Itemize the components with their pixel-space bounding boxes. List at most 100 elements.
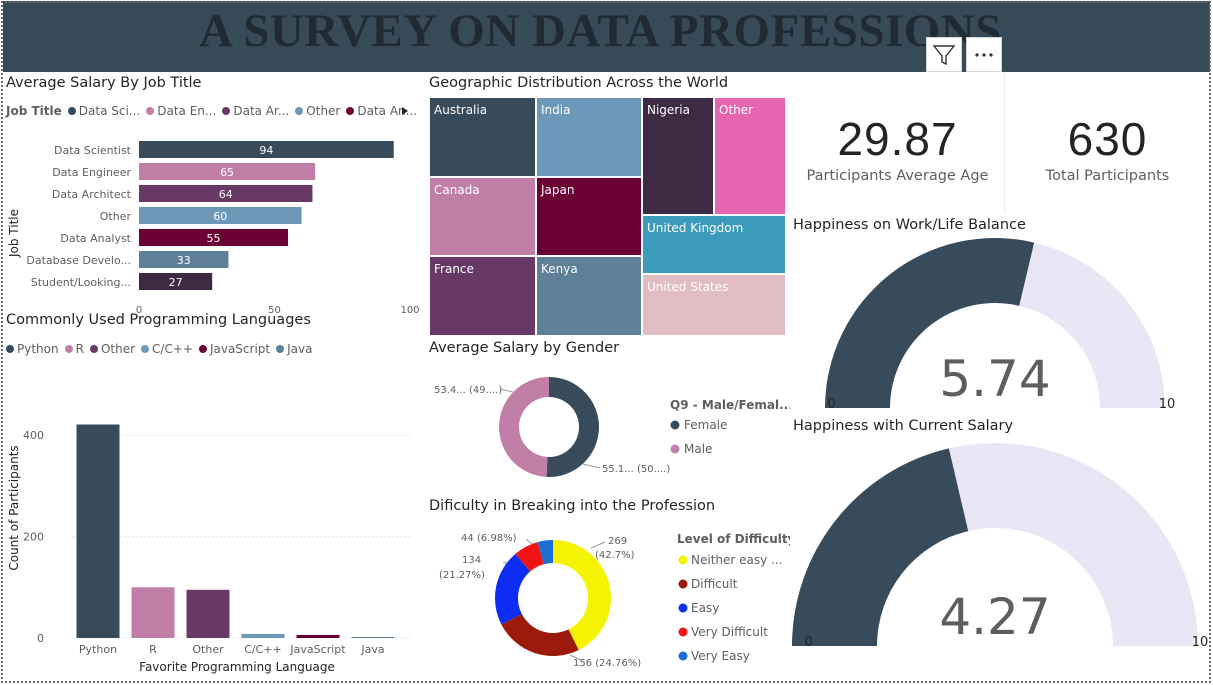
bar[interactable]: [131, 587, 175, 638]
category-label: Data Scientist: [54, 144, 132, 157]
languages-legend: Python R Other C/C++ JavaScript Java: [6, 342, 318, 356]
treemap-tile[interactable]: [641, 273, 786, 336]
bar[interactable]: [139, 229, 289, 246]
gauge-fill[interactable]: [792, 448, 969, 646]
donut-slice[interactable]: [546, 377, 599, 477]
bar[interactable]: [76, 424, 120, 638]
worklife-gauge-title: Happiness on Work/Life Balance: [793, 217, 1026, 233]
treemap-tile-label: Nigeria: [647, 103, 690, 117]
data-label: 55: [207, 232, 221, 245]
report-title: A SURVEY ON DATA PROFESSIONS: [199, 5, 1002, 57]
tick-label: 0: [37, 632, 44, 645]
neither-value-label: 269: [608, 536, 627, 547]
treemap-tile[interactable]: [429, 97, 537, 178]
gauge-value-label: 5.74: [939, 350, 1050, 408]
leader-line: [499, 388, 514, 393]
gender-legend-male[interactable]: Male: [684, 442, 712, 456]
legend-dot: [670, 420, 680, 430]
donut-slice[interactable]: [553, 540, 611, 651]
treemap-tile-label: United Kingdom: [647, 221, 743, 235]
legend-easy[interactable]: Easy: [691, 601, 719, 615]
legend-item[interactable]: Other: [89, 342, 135, 356]
more-options-icon: [975, 52, 993, 57]
bar[interactable]: [139, 251, 229, 268]
female-data-label: 55.1... (50....): [602, 464, 670, 475]
legend-next-arrow-icon[interactable]: [398, 104, 412, 118]
legend-item[interactable]: R: [64, 342, 84, 356]
salary-gauge-title: Happiness with Current Salary: [793, 418, 1014, 434]
treemap-tile[interactable]: [535, 97, 643, 178]
legend-item[interactable]: Java: [276, 342, 312, 356]
treemap-tile-label: Australia: [434, 103, 487, 117]
donut-slice[interactable]: [515, 542, 544, 572]
gender-legend-female[interactable]: Female: [684, 418, 727, 432]
leader-line: [569, 654, 582, 661]
legend-item[interactable]: Other: [295, 104, 340, 118]
tick-label: 50: [268, 305, 281, 316]
filter-button[interactable]: [926, 37, 962, 72]
legend-item[interactable]: JavaScript: [198, 342, 270, 356]
gauge-fill[interactable]: [825, 237, 1035, 408]
more-options-button[interactable]: [966, 37, 1002, 72]
treemap-tile-label: Japan: [540, 183, 574, 197]
very-difficult-data-label: 44 (6.98%): [461, 533, 517, 544]
treemap-tile[interactable]: [535, 176, 643, 257]
geo-title: Geographic Distribution Across the World: [429, 75, 729, 91]
treemap-tile[interactable]: [535, 255, 643, 336]
tick-label: 200: [23, 531, 44, 544]
bar[interactable]: [139, 185, 313, 202]
treemap-tile[interactable]: [641, 97, 715, 216]
donut-slice[interactable]: [501, 613, 579, 656]
data-label: 33: [177, 254, 191, 267]
category-label: R: [149, 643, 157, 656]
category-label: JavaScript: [289, 643, 346, 656]
legend-very-difficult[interactable]: Very Difficult: [691, 625, 768, 639]
legend-neither[interactable]: Neither easy ...: [691, 553, 782, 567]
geo-treemap: Australia India Nigeria Other Canada Japan Uni…: [429, 97, 786, 336]
y-axis-label: Job Title: [7, 209, 21, 258]
avg-age-card: 29.87 Participants Average Age: [795, 112, 1000, 184]
category-label: Python: [79, 643, 117, 656]
total-participants-card: 630 Total Participants: [1010, 112, 1205, 184]
donut-slice[interactable]: [495, 553, 531, 625]
salary-by-title-legend: Job Title Data Sci... Data En... Data Ar…: [6, 104, 423, 118]
legend-very-easy[interactable]: Very Easy: [691, 649, 750, 663]
legend-item[interactable]: Data Ar...: [222, 104, 289, 118]
bar[interactable]: [241, 633, 285, 638]
legend-item[interactable]: Data En...: [146, 104, 216, 118]
bar[interactable]: [186, 589, 230, 638]
legend-dot: [678, 627, 688, 637]
legend-dot: [678, 555, 688, 565]
bar[interactable]: [139, 163, 316, 180]
treemap-tile-label: India: [541, 103, 570, 117]
data-label: 94: [259, 144, 273, 157]
bar[interactable]: [139, 207, 302, 224]
category-label: Other: [100, 210, 132, 223]
treemap-tile[interactable]: [429, 255, 537, 336]
donut-slice[interactable]: [499, 377, 549, 477]
legend-item[interactable]: Data Sci...: [67, 104, 140, 118]
legend-item[interactable]: C/C++: [141, 342, 193, 356]
gauge-max-label: 10: [1192, 635, 1209, 650]
legend-dot: [678, 651, 688, 661]
card-panel: [790, 73, 1005, 213]
bar[interactable]: [296, 634, 340, 638]
gauge-max-label: 10: [1159, 397, 1176, 412]
treemap-tile[interactable]: [713, 97, 786, 216]
treemap-tile-label: Canada: [434, 183, 480, 197]
treemap-tile[interactable]: [641, 214, 786, 275]
category-label: C/C++: [244, 643, 282, 656]
bar[interactable]: [139, 141, 394, 158]
legend-dot: [670, 444, 680, 454]
bar[interactable]: [351, 636, 395, 638]
category-label: Java: [360, 643, 384, 656]
worklife-gauge: 5.74 0 10: [825, 237, 1176, 412]
languages-title: Commonly Used Programming Languages: [6, 312, 311, 328]
bar[interactable]: [139, 273, 213, 290]
gender-legend-title: Q9 - Male/Femal...: [670, 398, 790, 412]
legend-difficult[interactable]: Difficult: [691, 577, 738, 591]
legend-item[interactable]: Python: [6, 342, 59, 356]
donut-slice[interactable]: [537, 540, 553, 565]
y-axis-label: Count of Participants: [7, 445, 21, 570]
category-label: Data Engineer: [52, 166, 131, 179]
